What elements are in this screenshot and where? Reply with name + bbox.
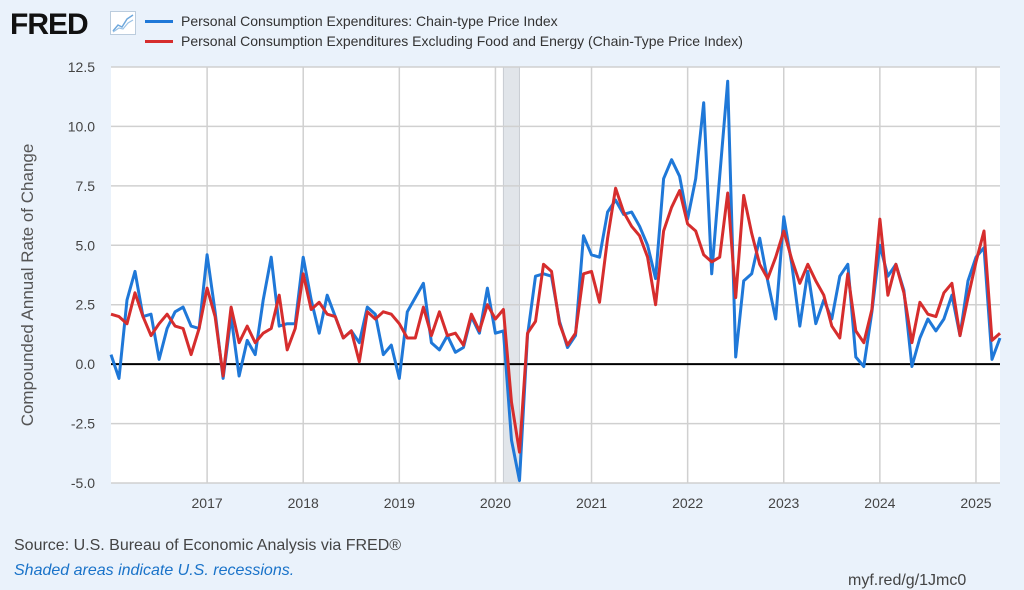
y-tick-label: 7.5 — [76, 178, 96, 194]
line-chart: 12.5 10.0 7.5 5.0 2.5 0.0 -2.5 -5.0 2017 2018 2019… — [18, 59, 1002, 511]
source-text: Source: U.S. Bureau of Economic Analysis… — [14, 537, 402, 554]
x-tick-label: 2023 — [768, 495, 799, 511]
legend-label: Personal Consumption Expenditures Exclud… — [181, 33, 743, 49]
recession-note: Shaded areas indicate U.S. recessions. — [14, 562, 295, 579]
x-tick-label: 2021 — [576, 495, 607, 511]
y-tick-label: 12.5 — [68, 59, 95, 75]
y-tick-label: -2.5 — [71, 416, 95, 432]
legend-swatch-red — [145, 39, 173, 43]
x-tick-label: 2022 — [672, 495, 703, 511]
fred-logo[interactable]: FRED — [10, 8, 89, 41]
y-tick-label: 5.0 — [76, 237, 96, 253]
y-tick-label: 0.0 — [76, 356, 96, 372]
y-tick-label: 10.0 — [68, 118, 95, 134]
short-url[interactable]: myf.red/g/1Jmc0 — [848, 572, 967, 589]
x-tick-label: 2017 — [192, 495, 223, 511]
legend-label: Personal Consumption Expenditures: Chain… — [181, 13, 558, 29]
legend-swatch-blue — [145, 19, 173, 23]
series-line-core-pce — [110, 186, 1002, 454]
x-tick-label: 2019 — [384, 495, 415, 511]
line-chart-icon — [110, 11, 136, 35]
y-tick-label: -5.0 — [71, 475, 95, 491]
x-tick-label: 2024 — [864, 495, 895, 511]
y-axis-label: Compounded Annual Rate of Change — [18, 144, 37, 427]
x-tick-label: 2020 — [480, 495, 511, 511]
legend-item-core-pce: Personal Consumption Expenditures Exclud… — [145, 33, 743, 49]
x-tick-label: 2018 — [288, 495, 319, 511]
legend-item-pce: Personal Consumption Expenditures: Chain… — [145, 13, 558, 29]
y-tick-label: 2.5 — [76, 297, 96, 313]
x-tick-label: 2025 — [960, 495, 991, 511]
plot-area — [111, 67, 1000, 483]
